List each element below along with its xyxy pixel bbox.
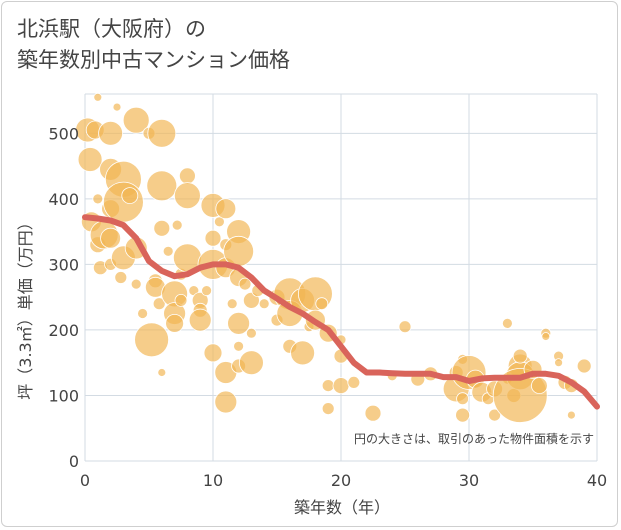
chart-title-line-1: 北浜駅（大阪府）の xyxy=(17,17,206,41)
data-bubble xyxy=(226,298,238,310)
data-bubble xyxy=(165,313,185,333)
data-bubble xyxy=(98,120,123,146)
data-bubble xyxy=(153,219,171,237)
data-bubble xyxy=(332,377,350,395)
data-bubble xyxy=(134,322,170,358)
y-tick-label: 0 xyxy=(69,452,79,471)
data-bubble xyxy=(258,298,270,310)
x-tick-label: 0 xyxy=(80,471,90,490)
x-axis-label: 築年数（年） xyxy=(294,498,390,517)
data-bubble xyxy=(576,358,592,374)
data-bubble xyxy=(238,350,264,376)
data-bubble xyxy=(347,375,361,389)
data-bubble xyxy=(531,377,548,395)
trend-line xyxy=(82,214,600,410)
data-bubble xyxy=(233,340,245,352)
data-bubble xyxy=(100,227,121,249)
data-bubble xyxy=(112,102,122,112)
data-bubble xyxy=(290,340,316,366)
y-tick-label: 100 xyxy=(48,386,79,405)
data-bubble xyxy=(455,407,471,423)
data-bubble xyxy=(223,235,255,267)
y-tick-label: 300 xyxy=(48,255,79,274)
data-bubble xyxy=(315,297,329,311)
data-bubble xyxy=(171,219,183,231)
x-tick-label: 20 xyxy=(331,471,351,490)
y-tick-label: 500 xyxy=(48,124,79,143)
data-bubble xyxy=(174,293,188,307)
data-bubble xyxy=(203,343,223,363)
data-bubble xyxy=(130,278,142,290)
data-bubble xyxy=(162,245,174,257)
data-bubble xyxy=(321,402,335,416)
data-bubble xyxy=(245,327,257,339)
chart-title: 北浜駅（大阪府）の 築年数別中古マンション価格 xyxy=(17,14,290,76)
data-bubble xyxy=(92,193,104,205)
data-bubble xyxy=(541,332,551,341)
data-bubble xyxy=(178,167,196,185)
data-bubble xyxy=(114,271,128,284)
data-bubble xyxy=(77,147,103,172)
x-tick-label: 40 xyxy=(587,471,607,490)
y-axis-ticks: 0 100 200 300 400 500 xyxy=(48,124,79,471)
data-bubble xyxy=(173,182,201,210)
data-bubble xyxy=(512,348,528,364)
data-bubble xyxy=(321,379,335,393)
data-bubble xyxy=(152,297,166,311)
data-bubble xyxy=(137,308,149,319)
chart-title-line-2: 築年数別中古マンション価格 xyxy=(17,48,290,72)
y-tick-label: 200 xyxy=(48,321,79,340)
data-bubble xyxy=(554,358,563,368)
data-bubble xyxy=(215,198,237,220)
data-bubble xyxy=(201,285,213,297)
data-bubble xyxy=(501,317,513,329)
x-tick-label: 30 xyxy=(459,471,479,490)
data-bubble xyxy=(364,404,382,422)
bubble-size-note: 円の大きさは、取引のあった物件面積を示す xyxy=(354,431,594,446)
data-bubble xyxy=(121,187,139,205)
data-bubble xyxy=(147,118,177,148)
data-bubble xyxy=(93,92,103,102)
data-bubble xyxy=(122,106,150,134)
data-bubble xyxy=(227,311,251,335)
data-bubble xyxy=(214,390,238,414)
transaction-bubbles xyxy=(75,92,592,423)
data-bubble xyxy=(204,229,222,247)
data-bubble xyxy=(456,392,470,406)
x-axis-ticks: 0 10 20 30 40 xyxy=(80,471,607,490)
data-bubble xyxy=(488,408,502,422)
y-tick-label: 400 xyxy=(48,190,79,209)
data-bubble xyxy=(567,410,576,420)
data-bubble xyxy=(146,170,178,202)
y-axis-label: 坪（3.3㎡）単価（万円） xyxy=(16,214,35,399)
data-bubble xyxy=(238,277,252,291)
data-bubble xyxy=(103,181,144,223)
data-bubble xyxy=(188,308,212,332)
x-tick-label: 10 xyxy=(203,471,223,490)
data-bubble xyxy=(398,320,412,334)
data-bubble xyxy=(157,368,167,377)
